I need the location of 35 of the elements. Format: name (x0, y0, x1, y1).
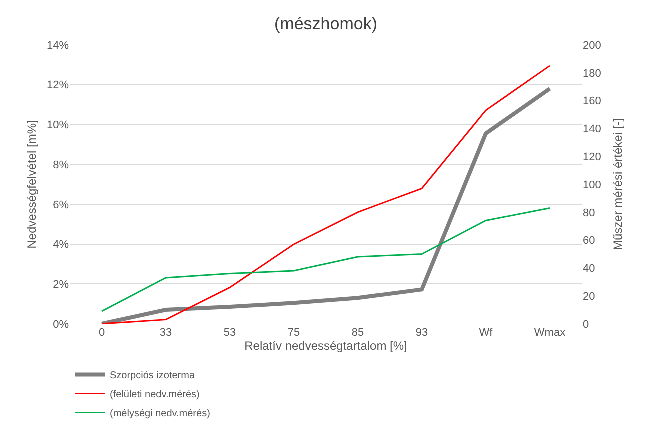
y2-tick-label: 80 (583, 207, 596, 220)
y2-tick-label: 40 (583, 263, 596, 276)
y2-tick-label: 120 (583, 151, 602, 164)
legend-label: (felületi nedv.mérés) (110, 390, 200, 401)
y-tick-label: 8% (53, 159, 70, 172)
x-tick-label: Wf (479, 327, 494, 339)
y2-tick-label: 200 (583, 40, 602, 52)
x-tick-label: Wmax (534, 327, 566, 339)
y-tick-label: 14% (46, 40, 70, 52)
x-tick-label: 93 (416, 327, 428, 339)
y2-tick-label: 160 (583, 96, 602, 108)
y-tick-label: 6% (53, 199, 70, 212)
y2-axis-title: Műszer mérési értékei [-] (611, 118, 625, 251)
x-tick-label: 33 (160, 327, 172, 339)
y-tick-label: 12% (46, 80, 70, 92)
y2-tick-label: 180 (583, 68, 602, 80)
y2-tick-label: 20 (583, 290, 596, 303)
y2-tick-label: 0 (583, 318, 590, 331)
y2-tick-label: 100 (583, 179, 602, 192)
x-tick-label: 0 (98, 327, 106, 339)
chart-title: (mészhomok) (274, 14, 378, 34)
y-axis-title: Nedvességfelvétel [m%] (25, 120, 39, 249)
y-tick-label: 4% (53, 239, 70, 252)
y-tick-label: 10% (46, 120, 70, 132)
x-tick-label: 75 (288, 327, 300, 339)
y2-tick-label: 140 (583, 124, 602, 136)
x-tick-label: 53 (224, 327, 236, 339)
x-tick-label: 85 (352, 327, 364, 339)
y-tick-label: 2% (53, 278, 70, 291)
line-series (101, 207, 551, 312)
legend-label: Szorpciós izoterma (110, 370, 196, 382)
y2-tick-label: 60 (583, 235, 596, 248)
x-axis-title: Relatív nedvességtartalom [%] (244, 339, 408, 353)
y-tick-label: 0% (53, 318, 70, 331)
legend-label: (mélységi nedv.mérés) (110, 408, 210, 420)
